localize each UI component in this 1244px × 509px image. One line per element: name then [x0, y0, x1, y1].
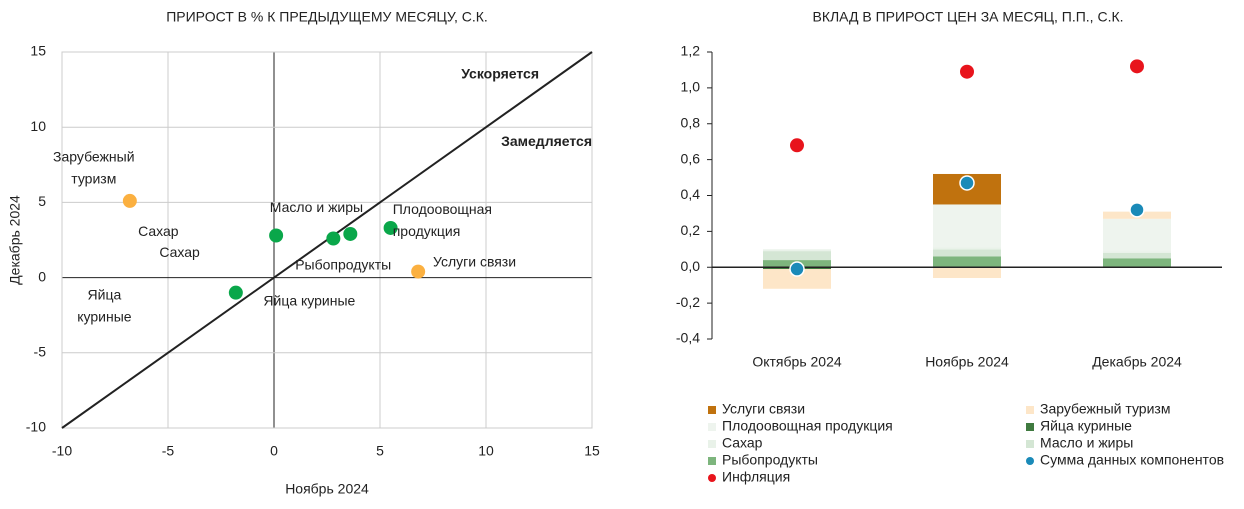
annotation: Ускоряется — [461, 65, 539, 81]
legend-label: Рыбопродукты — [722, 452, 818, 468]
bar-segment — [763, 269, 831, 289]
dot-marker — [960, 64, 974, 79]
dot-marker — [790, 138, 804, 153]
point-label: Рыбопродукты — [295, 256, 391, 272]
y-tick-label: 0,6 — [681, 150, 701, 166]
y-tick-label: -0,4 — [676, 330, 700, 346]
legend-swatch — [1026, 406, 1034, 414]
x-tick-label: 10 — [478, 443, 494, 459]
y-tick-label: -5 — [34, 344, 47, 360]
legend-label: Сумма данных компонентов — [1040, 452, 1224, 468]
annotation: Яйца куриные — [77, 286, 132, 324]
point-label: Масло и жиры — [270, 199, 363, 215]
y-axis-label: Декабрь 2024 — [7, 195, 23, 285]
legend-label: Услуги связи — [722, 401, 805, 417]
bar-segment — [1103, 218, 1171, 252]
y-tick-label: 5 — [38, 193, 46, 209]
x-axis-label: Ноябрь 2024 — [285, 481, 369, 497]
y-tick-label: 1,0 — [681, 79, 701, 95]
legend-label: Плодоовощная продукция — [722, 418, 893, 434]
y-tick-label: 0,4 — [681, 186, 701, 202]
annotation: Сахар — [159, 244, 200, 260]
y-tick-label: 0,2 — [681, 222, 701, 238]
y-tick-label: 10 — [30, 118, 46, 134]
bar-segment — [933, 267, 1001, 279]
bar-segment — [763, 251, 831, 261]
dot-marker — [1129, 202, 1145, 218]
x-tick-label: Ноябрь 2024 — [925, 354, 1009, 370]
chart-title: ПРИРОСТ В % К ПРЕДЫДУЩЕМУ МЕСЯЦУ, С.К. — [166, 9, 488, 25]
x-tick-label: 0 — [270, 443, 278, 459]
annotation: Замедляется — [501, 133, 592, 149]
x-tick-label: -5 — [162, 443, 175, 459]
legend-swatch — [708, 457, 716, 465]
legend-label: Зарубежный туризм — [1040, 401, 1170, 417]
bar-segment — [1103, 258, 1171, 268]
x-tick-label: -10 — [52, 443, 72, 459]
y-tick-label: -0,2 — [676, 294, 700, 310]
legend-label: Масло и жиры — [1040, 435, 1133, 451]
y-tick-label: 0,8 — [681, 114, 701, 130]
scatter-point — [411, 264, 426, 279]
legend-swatch — [708, 406, 716, 414]
legend-label: Сахар — [722, 435, 763, 451]
plot-frame — [61, 51, 593, 429]
point-label: Яйца куриные — [263, 292, 355, 308]
x-tick-label: Декабрь 2024 — [1092, 354, 1182, 370]
scatter-point — [343, 226, 358, 241]
point-label: Плодоовощная продукция — [393, 201, 492, 239]
x-tick-label: 5 — [376, 443, 384, 459]
dot-marker — [1130, 59, 1144, 74]
point-label: Сахар — [138, 223, 179, 239]
point-label: Зарубежный туризм — [53, 148, 135, 186]
scatter-point — [383, 220, 398, 235]
legend-label: Инфляция — [722, 469, 790, 485]
legend-swatch — [708, 423, 716, 431]
legend-swatch — [708, 474, 716, 482]
point-label: Услуги связи — [433, 253, 516, 269]
x-tick-label: 15 — [584, 443, 600, 459]
y-tick-label: 1,2 — [681, 43, 701, 59]
dot-marker — [789, 261, 805, 277]
bar-segment — [933, 256, 1001, 268]
bar-segment — [933, 204, 1001, 248]
legend-swatch — [1026, 423, 1034, 431]
bar-segment — [933, 247, 1001, 250]
scatter-point — [122, 193, 137, 208]
bar-segment — [763, 249, 831, 252]
chart-title: ВКЛАД В ПРИРОСТ ЦЕН ЗА МЕСЯЦ, П.П., С.К. — [812, 9, 1123, 25]
scatter-point — [228, 285, 243, 300]
scatter-point — [326, 231, 341, 246]
bar-segment — [1103, 251, 1171, 253]
y-tick-label: 15 — [30, 43, 46, 59]
legend-swatch — [1026, 440, 1034, 448]
dot-marker — [959, 175, 975, 191]
y-tick-label: -10 — [26, 419, 46, 435]
bar-segment — [1103, 252, 1171, 259]
y-tick-label: 0,0 — [681, 258, 701, 274]
legend-swatch — [708, 440, 716, 448]
y-tick-label: 0 — [38, 268, 46, 284]
bar-segment — [933, 249, 1001, 257]
legend-swatch — [1026, 457, 1034, 465]
scatter-point — [269, 228, 284, 243]
legend-label: Яйца куриные — [1040, 418, 1132, 434]
x-tick-label: Октябрь 2024 — [752, 354, 842, 370]
